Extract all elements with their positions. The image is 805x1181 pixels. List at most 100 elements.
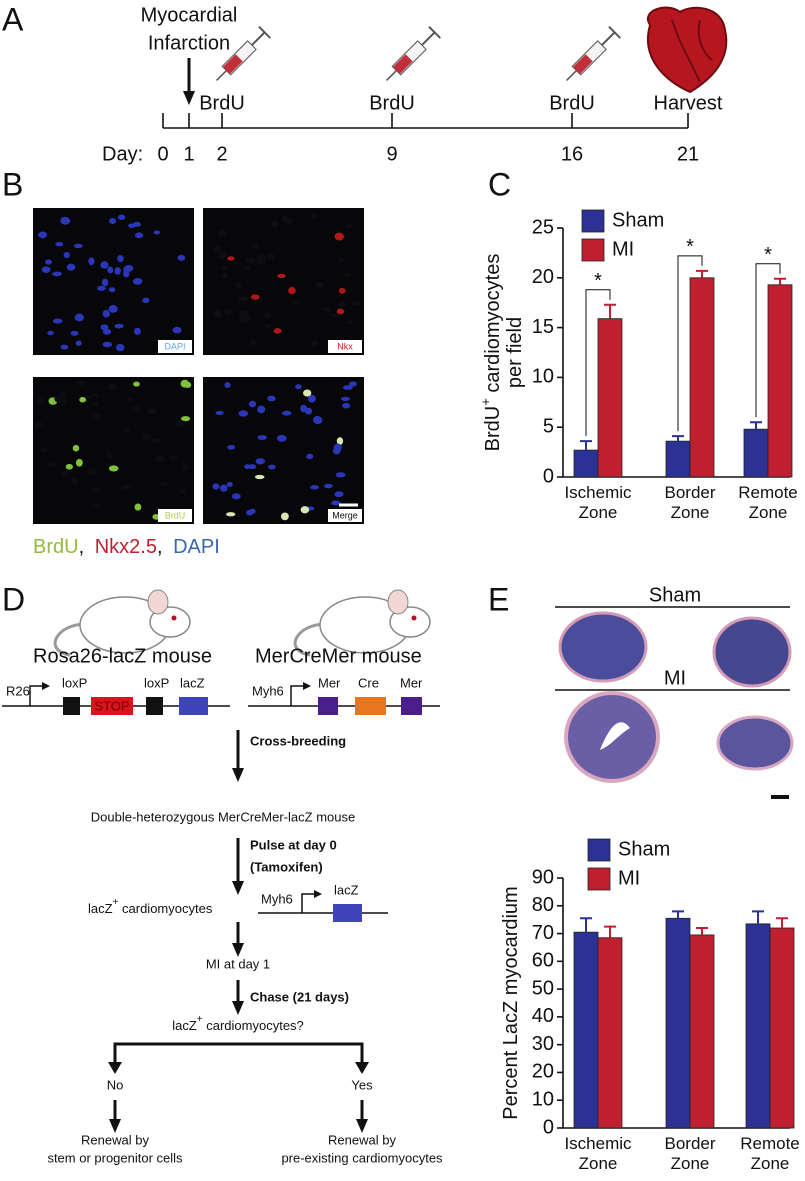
error-bar (776, 917, 788, 928)
nucleus (132, 405, 142, 413)
step-label: Pulse at day 0 (250, 837, 337, 852)
nucleus (135, 232, 144, 239)
nucleus (254, 474, 265, 480)
y-tick-label: 10 (532, 366, 554, 388)
nucleus (179, 488, 187, 494)
nucleus (108, 383, 118, 391)
nucleus (256, 257, 267, 265)
x-tick-label-box: Remote Zone (738, 483, 798, 522)
nucleus (244, 464, 251, 470)
error-bar (696, 269, 708, 278)
stain-legend: BrdU, Nkx2.5, DAPI (33, 536, 220, 558)
nucleus (220, 266, 229, 271)
nucleus (52, 271, 62, 277)
cre-box (355, 697, 386, 715)
error-bar (672, 435, 684, 442)
bar (689, 277, 715, 478)
nucleus (226, 481, 233, 488)
nucleus (65, 463, 73, 470)
x-tick-label: Ischemic Zone (564, 1134, 632, 1173)
outcome-label: pre-existing cardiomyocytes (281, 1150, 443, 1165)
nucleus (213, 310, 223, 318)
nucleus (63, 251, 70, 259)
nucleus (342, 402, 351, 409)
micrograph (33, 208, 194, 355)
y-label-line: per field (504, 317, 526, 388)
mer-box (401, 697, 422, 715)
nucleus (39, 448, 48, 453)
nucleus (91, 502, 102, 509)
syringe-icon (566, 26, 621, 81)
nucleus (263, 312, 272, 319)
step-label: Cross-breeding (250, 733, 346, 748)
bar (665, 917, 691, 1129)
nucleus (180, 416, 191, 422)
day-label: 9 (386, 143, 397, 165)
lineage-diagram: Rosa26-lacZ mouse MerCreMer mouse R26 lo… (2, 589, 443, 1165)
question-label: lacZ+ cardiomyocytes? (172, 1014, 304, 1034)
promoter (29, 682, 50, 706)
bar (689, 934, 715, 1129)
mouse-label: MerCreMer mouse (255, 645, 422, 667)
nucleus (219, 484, 228, 492)
nucleus (181, 463, 189, 471)
syringe-fluid (222, 54, 243, 75)
nucleus (151, 438, 161, 444)
nucleus (286, 218, 293, 225)
nucleus (180, 379, 190, 388)
nucleus (74, 313, 84, 322)
superscript: + (478, 398, 493, 406)
y-label-line: BrdU+ cardiomyocytes (478, 254, 504, 452)
stop-box (91, 697, 133, 715)
nucleus (300, 506, 310, 514)
image-label: Merge (332, 510, 358, 520)
construct-label: R26 (6, 683, 30, 698)
nucleus (86, 395, 94, 400)
x-tick-label: Border Zone (664, 1134, 716, 1173)
nucleus (231, 493, 241, 500)
nucleus (91, 412, 102, 421)
nucleus (108, 305, 118, 313)
nucleus (177, 254, 186, 261)
nucleus (60, 471, 70, 477)
nucleus (117, 255, 124, 263)
y-tick-label: 15 (532, 316, 554, 338)
nucleus (277, 273, 286, 279)
nucleus (227, 256, 235, 261)
nucleus (172, 326, 182, 334)
x-tick-label: Remote Zone (740, 1134, 800, 1173)
panel-label: B (2, 166, 23, 202)
result-label: lacZ+ cardiomyocytes (88, 897, 213, 917)
nucleus (55, 242, 64, 247)
bar (743, 428, 769, 478)
bar (597, 318, 623, 478)
nucleus (267, 395, 276, 402)
y-tick-label: 80 (532, 894, 554, 916)
nucleus (239, 315, 246, 323)
nucleus (346, 319, 354, 325)
nucleus (334, 491, 344, 498)
panel-label: A (2, 1, 24, 37)
nucleus (235, 281, 242, 290)
legend-label: Sham (618, 838, 670, 860)
nucleus (336, 308, 345, 315)
injection-label: BrdU (549, 92, 595, 114)
nucleus (217, 229, 227, 237)
image-label: Nkx (337, 341, 353, 351)
nucleus (310, 484, 319, 490)
nucleus (97, 285, 106, 291)
nucleus (91, 486, 101, 493)
heart-detail (671, 19, 713, 83)
nucleus (315, 282, 324, 288)
nucleus (246, 509, 253, 516)
image-label: DAPI (164, 341, 185, 351)
injection-label: BrdU (199, 92, 245, 114)
y-tick-label: 0 (543, 465, 554, 487)
nucleus (123, 269, 130, 278)
significance-label: * (686, 236, 694, 258)
y-tick-label: 20 (532, 1061, 554, 1083)
nucleus (217, 251, 227, 260)
day-label: 0 (157, 143, 168, 165)
nucleus (306, 453, 314, 460)
event-label: Myocardial (141, 4, 238, 26)
